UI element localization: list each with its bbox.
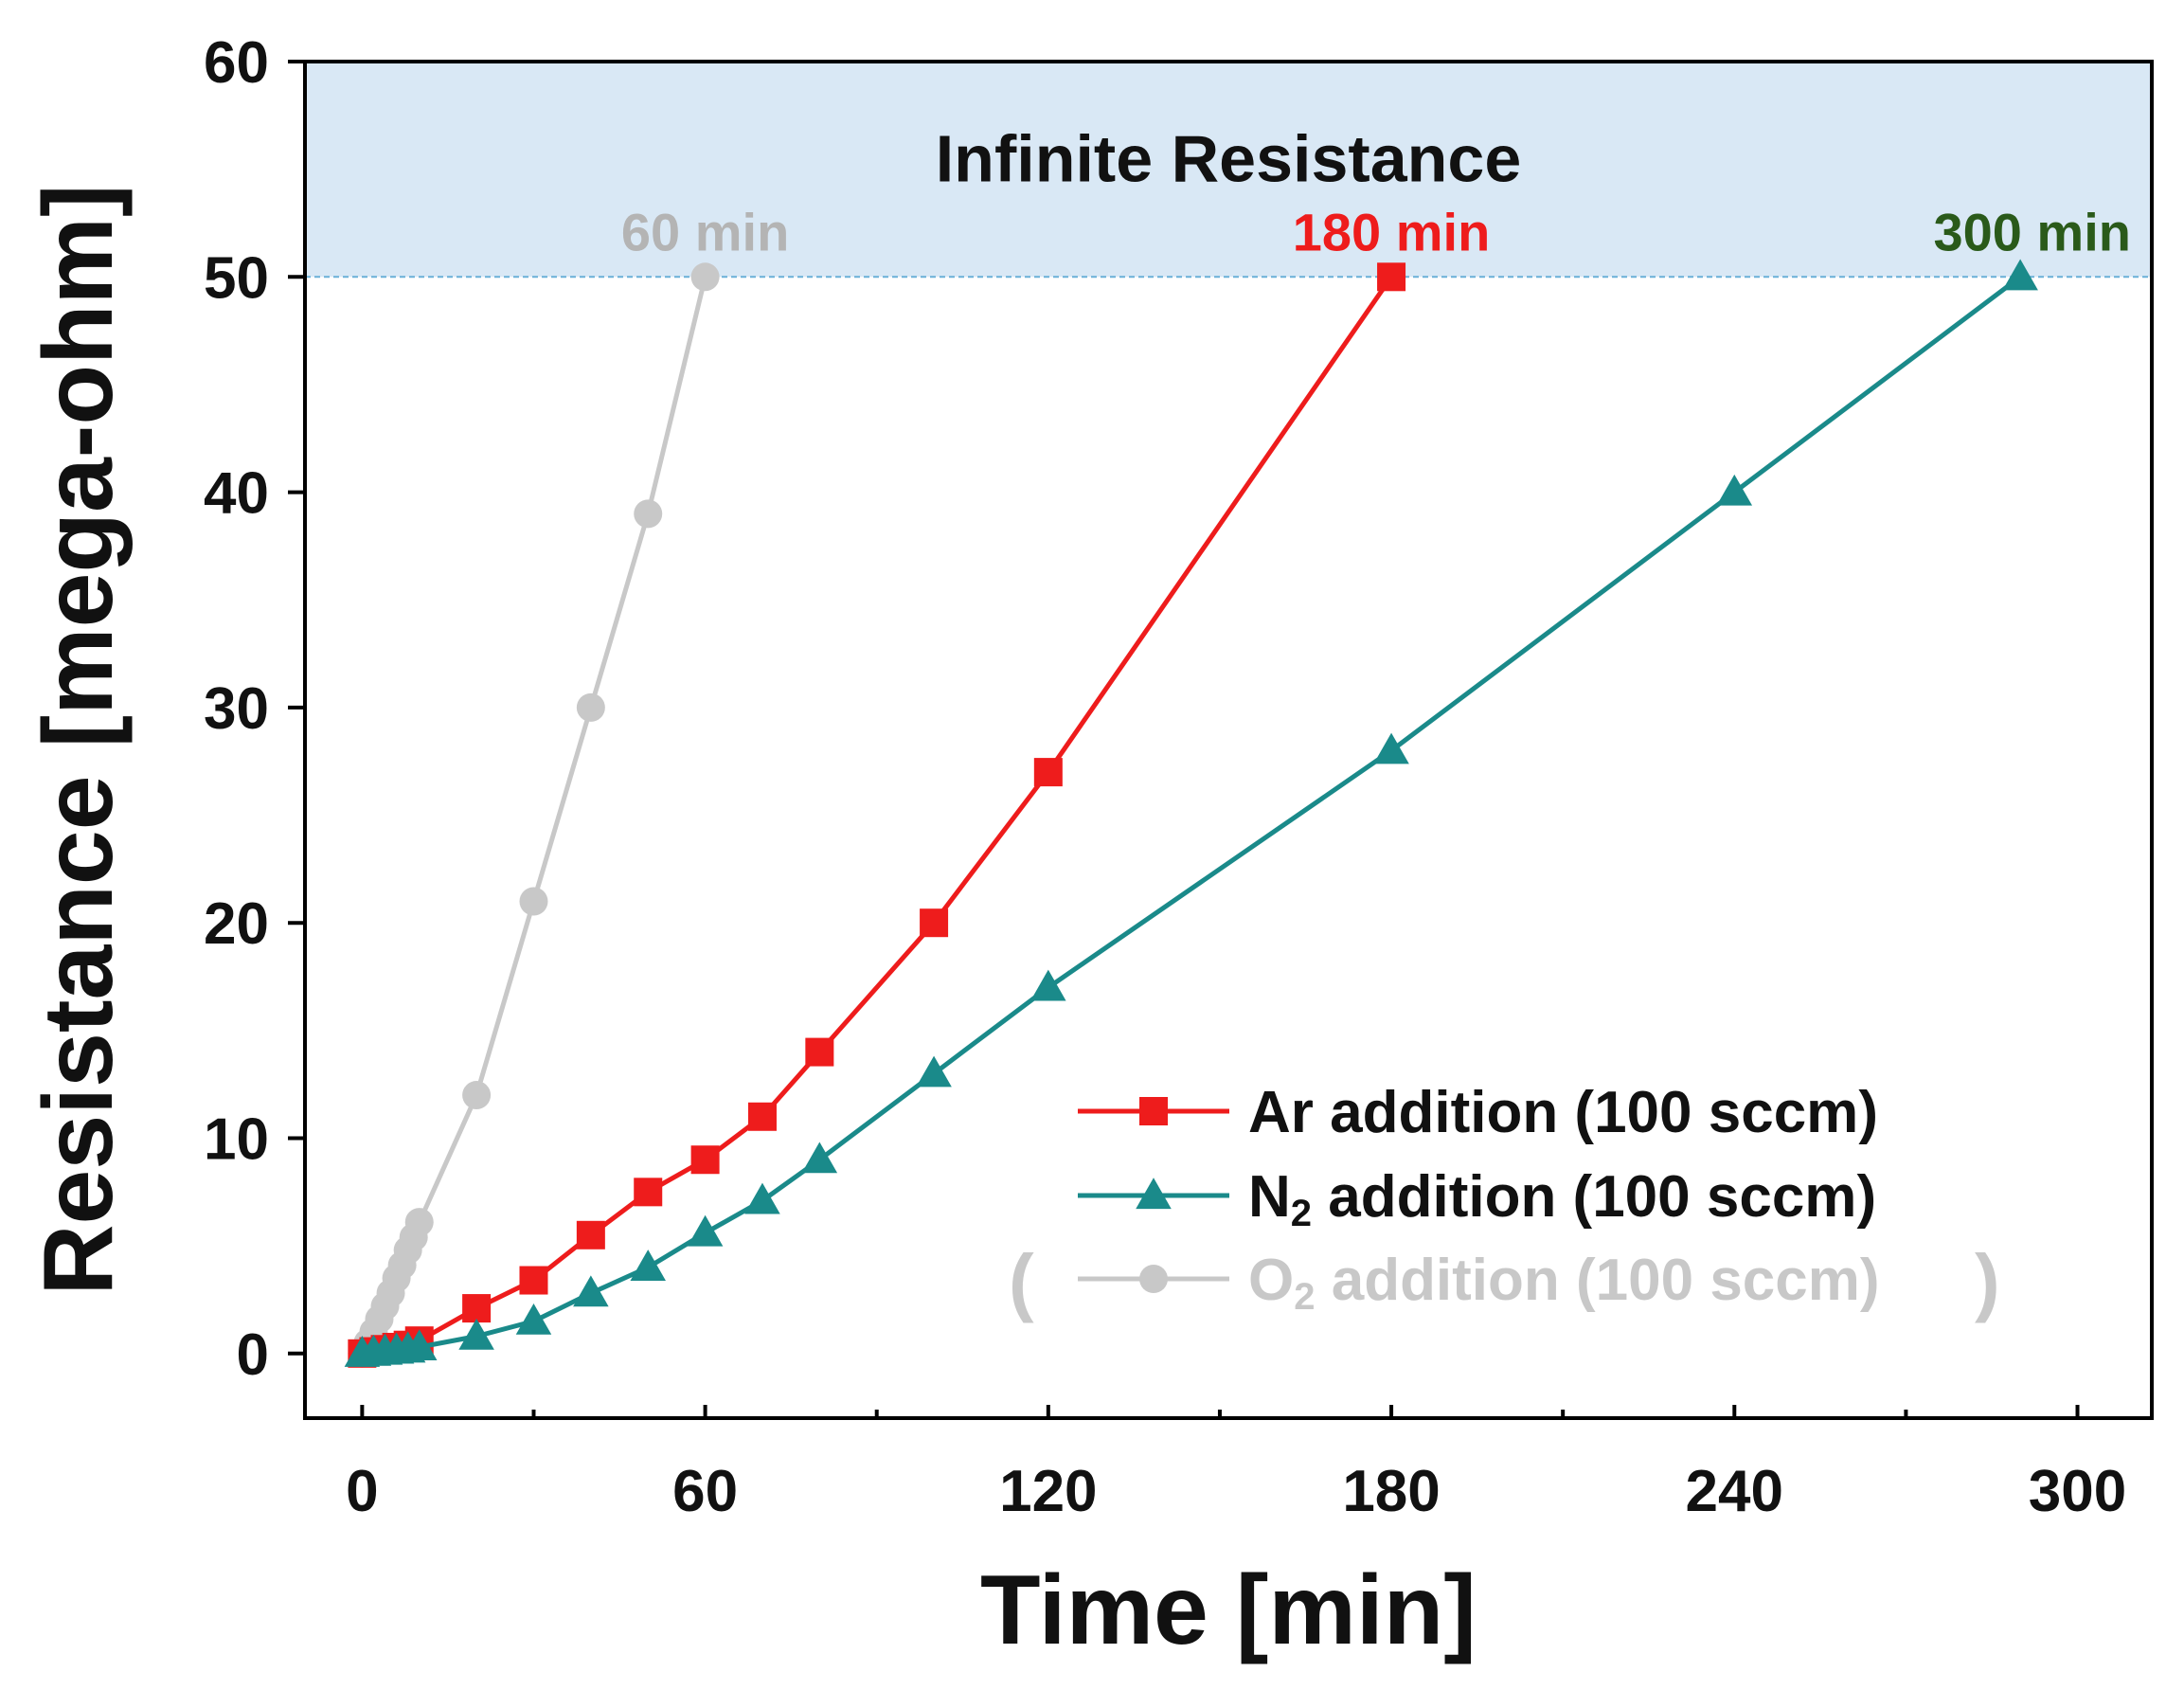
y-tick-label: 10 [204, 1107, 269, 1173]
data-point-ar [634, 1178, 663, 1207]
y-tick-label: 30 [204, 676, 269, 742]
legend-paren-open: ( [1009, 1239, 1034, 1323]
data-point-n2 [801, 1142, 838, 1174]
data-point-o2 [690, 262, 720, 292]
data-point-o2 [634, 499, 663, 529]
data-point-n2 [916, 1055, 952, 1088]
legend: Ar addition (100 sccm) N2 addition (100 s… [1009, 1080, 2000, 1323]
legend-item-o2: O2 addition (100 sccm) () [1009, 1239, 2000, 1323]
data-point-ar [519, 1266, 548, 1295]
data-point-ar [690, 1145, 720, 1175]
data-point-n2 [573, 1275, 609, 1307]
x-tick-label: 0 [346, 1459, 378, 1524]
infinite-resistance-label: Infinite Resistance [936, 121, 1522, 195]
data-point-ar [462, 1294, 492, 1323]
legend-marker-o2 [1139, 1265, 1168, 1293]
annotation-label: 60 min [621, 202, 789, 261]
annotations: 60 min 180 min 300 min [621, 202, 2131, 261]
data-point-o2 [519, 887, 548, 916]
x-axis-title: Time [min] [980, 1555, 1477, 1665]
data-point-n2 [630, 1250, 666, 1281]
y-axis-title: Resistance [mega-ohm] [24, 184, 134, 1295]
data-point-ar [747, 1102, 777, 1131]
data-point-ar [1033, 758, 1063, 787]
data-point-n2 [687, 1214, 724, 1247]
data-point-ar [805, 1037, 834, 1067]
data-point-n2 [515, 1303, 552, 1335]
series-line-ar [361, 275, 1394, 1357]
legend-label-o2: O2 addition (100 sccm) [1248, 1248, 1880, 1318]
data-point-n2 [1716, 474, 1753, 506]
x-tick-label: 180 [1342, 1459, 1440, 1524]
data-point-n2 [458, 1318, 494, 1350]
legend-label-n2: N2 addition (100 sccm) [1248, 1164, 1876, 1234]
axes: 0 60 120 180 240 300 0 10 20 30 40 50 60 [204, 30, 2126, 1524]
legend-marker-ar [1139, 1097, 1168, 1125]
legend-item-n2: N2 addition (100 sccm) [1078, 1164, 1876, 1234]
legend-item-ar: Ar addition (100 sccm) [1078, 1080, 1878, 1145]
legend-paren-close: ) [1975, 1239, 2000, 1323]
x-tick-label: 120 [999, 1459, 1097, 1524]
y-tick-label: 60 [204, 30, 269, 96]
data-point-o2 [404, 1208, 434, 1237]
data-point-ar [576, 1220, 605, 1250]
data-point-n2 [1030, 969, 1066, 1001]
x-tick-label: 240 [1686, 1459, 1783, 1524]
plot-frame [303, 60, 2154, 1420]
series-layer [344, 259, 2038, 1368]
infinite-resistance-region [305, 62, 2152, 278]
x-tick-label: 300 [2029, 1459, 2126, 1524]
data-point-ar [1377, 262, 1406, 292]
y-tick-label: 20 [204, 891, 269, 957]
annotation-label: 180 min [1293, 202, 1491, 261]
legend-label-ar: Ar addition (100 sccm) [1248, 1080, 1878, 1145]
data-point-o2 [576, 692, 605, 722]
data-point-n2 [401, 1329, 438, 1361]
data-point-o2 [462, 1081, 492, 1110]
data-point-n2 [2002, 259, 2038, 291]
y-tick-label: 0 [237, 1322, 269, 1388]
data-point-ar [920, 908, 949, 938]
data-point-n2 [1373, 732, 1409, 764]
legend-marker-n2 [1136, 1178, 1172, 1210]
annotation-label: 300 min [1933, 202, 2131, 261]
data-point-n2 [744, 1182, 780, 1214]
y-tick-label: 50 [204, 245, 269, 311]
y-tick-label: 40 [204, 461, 269, 527]
x-tick-label: 60 [672, 1459, 738, 1524]
